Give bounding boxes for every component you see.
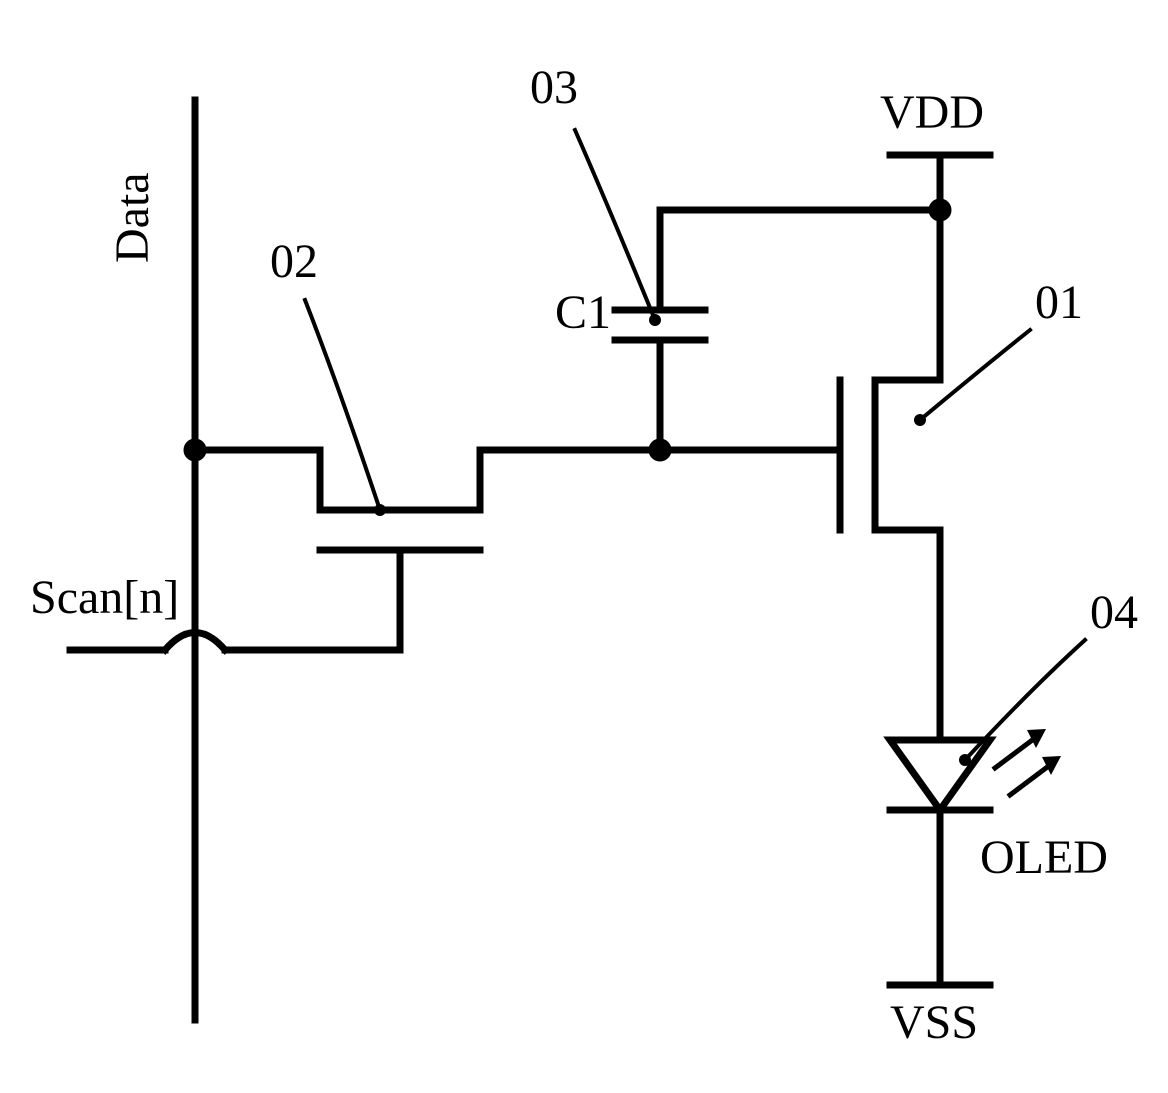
data-label: Data — [105, 172, 160, 263]
circuit-svg — [20, 20, 1168, 1073]
circuit-diagram: Data Scan[n] VDD VSS C1 OLED 01 02 03 04 — [20, 20, 1168, 1073]
scan-label: Scan[n] — [30, 570, 179, 625]
ref01-label: 01 — [1035, 275, 1083, 330]
ref04-label: 04 — [1090, 585, 1138, 640]
ref03-label: 03 — [530, 60, 578, 115]
ref02-label: 02 — [270, 234, 318, 289]
c1-label: C1 — [555, 285, 611, 340]
vss-label: VSS — [890, 995, 978, 1050]
oled-label: OLED — [980, 830, 1108, 885]
vdd-label: VDD — [880, 85, 984, 140]
vdd-junction — [932, 202, 948, 218]
data-junction — [187, 442, 203, 458]
oled-emission — [995, 729, 1061, 795]
